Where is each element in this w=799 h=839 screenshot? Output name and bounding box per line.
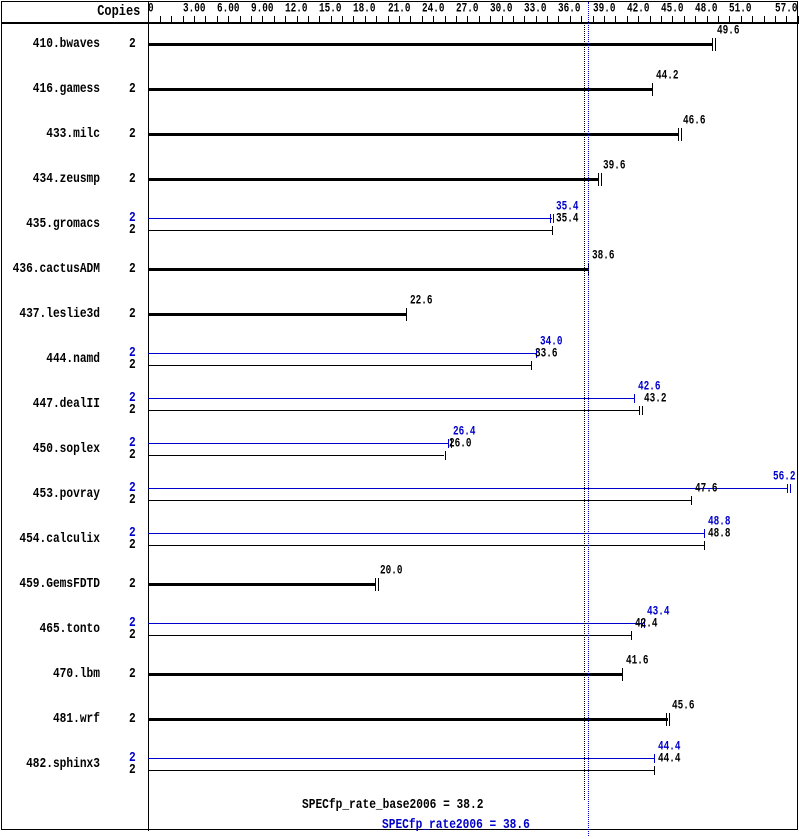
svg-text:47.6: 47.6 — [695, 482, 718, 495]
svg-text:2: 2 — [129, 493, 136, 508]
svg-text:2: 2 — [129, 358, 136, 373]
svg-text:2: 2 — [129, 763, 136, 778]
svg-text:39.6: 39.6 — [603, 159, 626, 172]
svg-text:20.0: 20.0 — [380, 564, 403, 577]
svg-text:39.0: 39.0 — [593, 2, 616, 15]
svg-text:22.6: 22.6 — [410, 294, 433, 307]
svg-text:27.0: 27.0 — [456, 2, 479, 15]
svg-text:2: 2 — [129, 538, 136, 553]
svg-text:30.0: 30.0 — [490, 2, 513, 15]
svg-text:437.leslie3d: 437.leslie3d — [19, 307, 100, 322]
svg-text:444.namd: 444.namd — [46, 352, 100, 367]
svg-text:42.0: 42.0 — [627, 2, 650, 15]
svg-text:2: 2 — [129, 307, 136, 322]
svg-text:2: 2 — [129, 667, 136, 682]
svg-text:2: 2 — [129, 262, 136, 277]
svg-text:454.calculix: 454.calculix — [19, 532, 100, 547]
svg-text:38.6: 38.6 — [592, 249, 615, 262]
svg-text:48.8: 48.8 — [708, 515, 731, 528]
svg-text:45.6: 45.6 — [672, 699, 695, 712]
svg-text:2: 2 — [129, 172, 136, 187]
svg-text:46.6: 46.6 — [683, 114, 706, 127]
svg-text:3.00: 3.00 — [183, 2, 206, 15]
svg-text:42.6: 42.6 — [638, 380, 661, 393]
svg-text:15.0: 15.0 — [319, 2, 342, 15]
svg-text:410.bwaves: 410.bwaves — [33, 37, 100, 52]
svg-text:49.6: 49.6 — [717, 24, 740, 37]
svg-text:481.wrf: 481.wrf — [53, 712, 100, 727]
svg-text:2: 2 — [129, 712, 136, 727]
svg-text:43.2: 43.2 — [644, 392, 667, 405]
svg-text:33.6: 33.6 — [535, 347, 558, 360]
svg-text:433.milc: 433.milc — [46, 127, 100, 142]
svg-text:2: 2 — [129, 82, 136, 97]
svg-text:44.2: 44.2 — [656, 69, 679, 82]
svg-text:56.2: 56.2 — [773, 470, 796, 483]
svg-text:482.sphinx3: 482.sphinx3 — [26, 757, 100, 772]
svg-text:41.6: 41.6 — [626, 654, 649, 667]
svg-text:2: 2 — [129, 127, 136, 142]
svg-text:SPECfp_rate2006 = 38.6: SPECfp_rate2006 = 38.6 — [382, 818, 530, 833]
svg-text:18.0: 18.0 — [353, 2, 376, 15]
svg-text:44.4: 44.4 — [658, 752, 681, 765]
svg-text:48.0: 48.0 — [695, 2, 718, 15]
svg-text:2: 2 — [129, 577, 136, 592]
svg-text:12.0: 12.0 — [285, 2, 308, 15]
svg-text:0: 0 — [148, 2, 154, 15]
svg-text:9.00: 9.00 — [251, 2, 274, 15]
svg-text:26.4: 26.4 — [453, 425, 476, 438]
svg-text:470.lbm: 470.lbm — [53, 667, 100, 682]
svg-text:43.4: 43.4 — [647, 605, 670, 618]
svg-text:447.dealII: 447.dealII — [33, 397, 100, 412]
svg-text:450.soplex: 450.soplex — [33, 442, 100, 457]
svg-text:34.0: 34.0 — [540, 335, 563, 348]
svg-text:42.4: 42.4 — [635, 617, 658, 630]
svg-text:57.0: 57.0 — [775, 2, 798, 15]
svg-text:435.gromacs: 435.gromacs — [26, 217, 100, 232]
svg-text:416.gamess: 416.gamess — [33, 82, 100, 97]
svg-text:2: 2 — [129, 403, 136, 418]
svg-text:35.4: 35.4 — [556, 200, 579, 213]
svg-text:2: 2 — [129, 37, 136, 52]
svg-text:51.0: 51.0 — [729, 2, 752, 15]
svg-text:21.0: 21.0 — [388, 2, 411, 15]
svg-text:453.povray: 453.povray — [33, 487, 100, 502]
svg-text:465.tonto: 465.tonto — [40, 622, 100, 637]
svg-text:2: 2 — [129, 628, 136, 643]
svg-text:6.00: 6.00 — [217, 2, 240, 15]
svg-text:434.zeusmp: 434.zeusmp — [33, 172, 100, 187]
svg-text:24.0: 24.0 — [422, 2, 445, 15]
svg-text:45.0: 45.0 — [661, 2, 684, 15]
svg-text:33.0: 33.0 — [524, 2, 547, 15]
svg-text:36.0: 36.0 — [558, 2, 581, 15]
svg-text:2: 2 — [129, 223, 136, 238]
svg-text:2: 2 — [129, 448, 136, 463]
svg-text:436.cactusADM: 436.cactusADM — [13, 262, 100, 277]
svg-text:35.4: 35.4 — [556, 212, 579, 225]
svg-text:SPECfp_rate_base2006 = 38.2: SPECfp_rate_base2006 = 38.2 — [302, 798, 483, 813]
svg-text:26.0: 26.0 — [449, 437, 472, 450]
svg-text:459.GemsFDTD: 459.GemsFDTD — [19, 577, 100, 592]
svg-text:48.8: 48.8 — [708, 527, 731, 540]
svg-text:Copies: Copies — [97, 4, 140, 20]
svg-text:44.4: 44.4 — [658, 740, 681, 753]
